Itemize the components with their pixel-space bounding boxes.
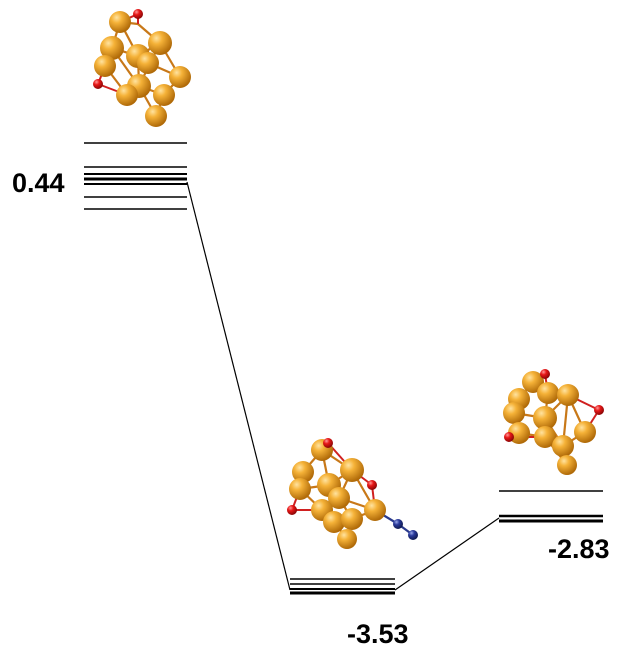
gold-atom [153,84,175,106]
energy-label-adsorbed: -3.53 [347,619,409,645]
gold-atom [534,426,556,448]
nitrogen-atom [393,519,403,529]
levels-final [499,490,603,523]
levels-adsorbed [290,578,395,595]
energy-label-initial: 0.44 [12,168,65,198]
gold-atom [337,529,357,549]
gold-atom [537,382,559,404]
gold-atom [328,487,350,509]
gold-atom [340,458,364,482]
cluster-adsorbed [287,438,418,549]
gold-atom [137,52,159,74]
cluster-final [503,369,604,475]
gold-atom [533,406,557,430]
gold-atom [323,511,345,533]
oxygen-atom [323,438,333,448]
oxygen-atom [540,369,550,379]
oxygen-atom [133,9,143,19]
oxygen-atom [504,432,514,442]
gold-atom [94,55,116,77]
gold-atom [503,402,525,424]
gold-atom [557,455,577,475]
gold-atom [100,36,124,60]
connector-adsorbed-final [394,517,500,591]
connectors [186,181,500,591]
oxygen-atom [93,79,103,89]
gold-atom [289,478,311,500]
gold-atom [148,31,172,55]
gold-atom [145,105,167,127]
gold-atom [116,84,138,106]
gold-atom [574,421,596,443]
gold-atom [109,11,131,33]
gold-atom [557,384,579,406]
gold-atom [169,66,191,88]
gold-atom [341,508,363,530]
connector-initial-adsorbed [186,181,291,591]
gold-atom [292,461,314,483]
oxygen-atom [287,505,297,515]
gold-atom [364,499,386,521]
oxygen-atom [594,405,604,415]
energy-label-final: -2.83 [548,534,610,564]
gold-atom [552,435,574,457]
oxygen-atom [367,480,377,490]
nitrogen-atom [408,530,418,540]
cluster-initial [93,9,191,127]
levels-initial [84,142,187,210]
